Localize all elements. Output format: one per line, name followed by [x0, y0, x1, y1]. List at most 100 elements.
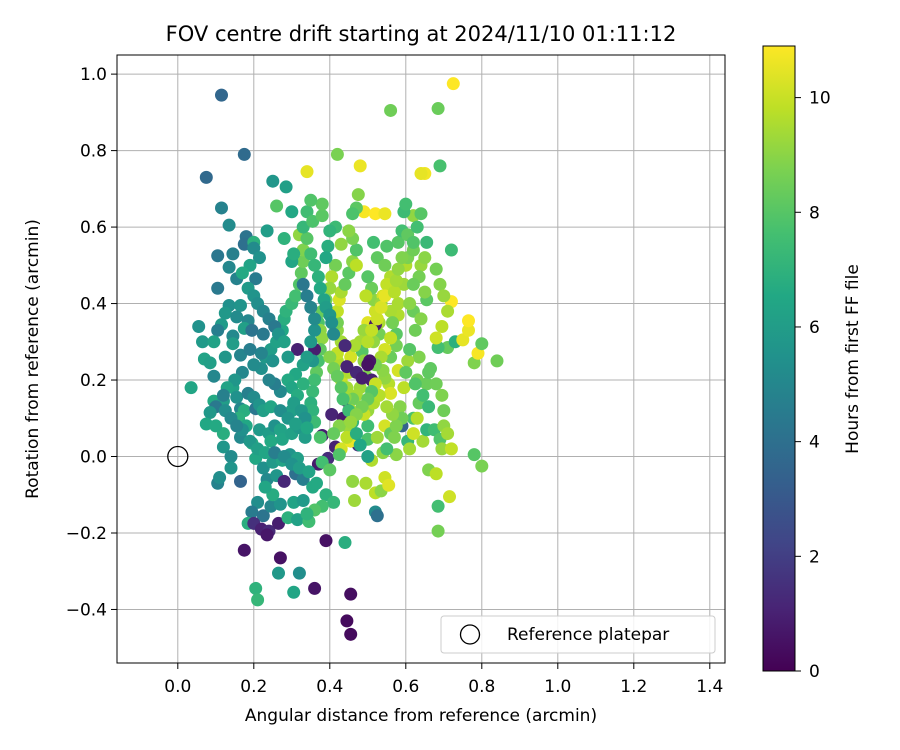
data-point — [380, 239, 394, 253]
data-point — [408, 323, 422, 337]
data-point — [361, 358, 375, 372]
data-point — [414, 207, 428, 221]
data-point — [216, 440, 230, 454]
data-point — [296, 220, 310, 234]
data-point — [416, 434, 430, 448]
data-point — [323, 350, 337, 364]
data-point — [300, 232, 314, 246]
colorbar-tick-label: 10 — [809, 89, 831, 109]
data-point — [348, 493, 361, 507]
data-point — [215, 88, 228, 102]
data-point — [353, 438, 367, 452]
data-point — [332, 448, 346, 462]
data-point — [431, 102, 445, 116]
data-point — [287, 585, 301, 599]
data-point — [216, 388, 230, 402]
data-point — [291, 513, 304, 527]
data-point — [196, 335, 209, 349]
data-point — [403, 297, 417, 311]
data-point — [306, 214, 320, 228]
data-point — [429, 467, 443, 481]
data-point — [224, 461, 238, 475]
data-point — [230, 390, 244, 404]
data-point — [325, 316, 339, 330]
data-point — [192, 319, 206, 333]
data-point — [370, 509, 384, 523]
data-point — [443, 490, 456, 504]
data-point — [218, 306, 232, 320]
data-point — [408, 377, 422, 391]
data-point — [370, 312, 384, 326]
data-point — [300, 205, 314, 219]
data-point — [406, 427, 420, 441]
data-point — [237, 147, 251, 161]
data-point — [230, 310, 244, 324]
x-axis-ticks: 0.0 0.2 0.4 0.6 0.8 1.0 1.2 1.4 — [164, 663, 723, 697]
data-point — [203, 356, 217, 370]
data-point — [429, 262, 443, 276]
data-point — [344, 587, 358, 601]
data-point — [289, 417, 303, 431]
data-point — [340, 614, 354, 628]
data-point — [218, 350, 232, 364]
data-point — [327, 327, 341, 341]
data-point — [349, 243, 363, 257]
chart-title: FOV centre drift starting at 2024/11/10 … — [166, 22, 677, 46]
data-point — [300, 421, 314, 435]
data-point — [235, 266, 249, 280]
data-point — [378, 207, 392, 221]
data-point — [389, 419, 403, 433]
data-point — [237, 543, 251, 557]
data-point — [308, 581, 322, 595]
data-point — [304, 193, 318, 207]
data-point — [424, 362, 437, 376]
data-point — [429, 331, 443, 345]
data-point — [300, 507, 314, 521]
colorbar-tick-label: 8 — [809, 203, 820, 223]
data-point — [277, 335, 291, 349]
data-point — [304, 247, 318, 261]
data-point — [245, 323, 259, 337]
data-point — [351, 188, 365, 202]
data-point — [308, 258, 322, 272]
data-point — [245, 505, 259, 519]
data-point — [277, 474, 291, 488]
data-point — [291, 342, 304, 356]
data-point — [437, 404, 451, 418]
data-point — [256, 461, 270, 475]
data-point — [386, 316, 399, 330]
data-point — [319, 534, 333, 548]
data-point — [285, 205, 299, 219]
data-point — [249, 581, 263, 595]
data-point — [243, 342, 257, 356]
data-point — [325, 270, 339, 284]
x-tick-label: 0.6 — [392, 677, 419, 697]
data-point — [260, 224, 274, 238]
data-point — [367, 235, 380, 249]
data-point — [349, 427, 363, 441]
data-point — [418, 285, 432, 299]
data-point — [281, 350, 295, 364]
data-point — [361, 419, 375, 433]
data-point — [359, 476, 373, 490]
data-point — [277, 232, 291, 246]
x-tick-label: 1.0 — [544, 677, 571, 697]
data-point — [308, 312, 322, 326]
x-tick-label: 0.8 — [468, 677, 495, 697]
data-point — [184, 381, 198, 395]
data-point — [323, 463, 337, 477]
data-point — [230, 419, 244, 433]
data-point — [251, 495, 265, 509]
data-point — [403, 442, 417, 456]
y-tick-label: 0.6 — [80, 218, 107, 238]
data-point — [306, 385, 320, 399]
data-point — [467, 448, 481, 462]
data-point — [444, 442, 458, 456]
data-points — [184, 77, 504, 641]
data-point — [262, 373, 276, 387]
data-point — [251, 593, 265, 607]
data-point — [304, 335, 318, 349]
data-point — [323, 224, 337, 238]
y-tick-label: 1.0 — [80, 65, 107, 85]
